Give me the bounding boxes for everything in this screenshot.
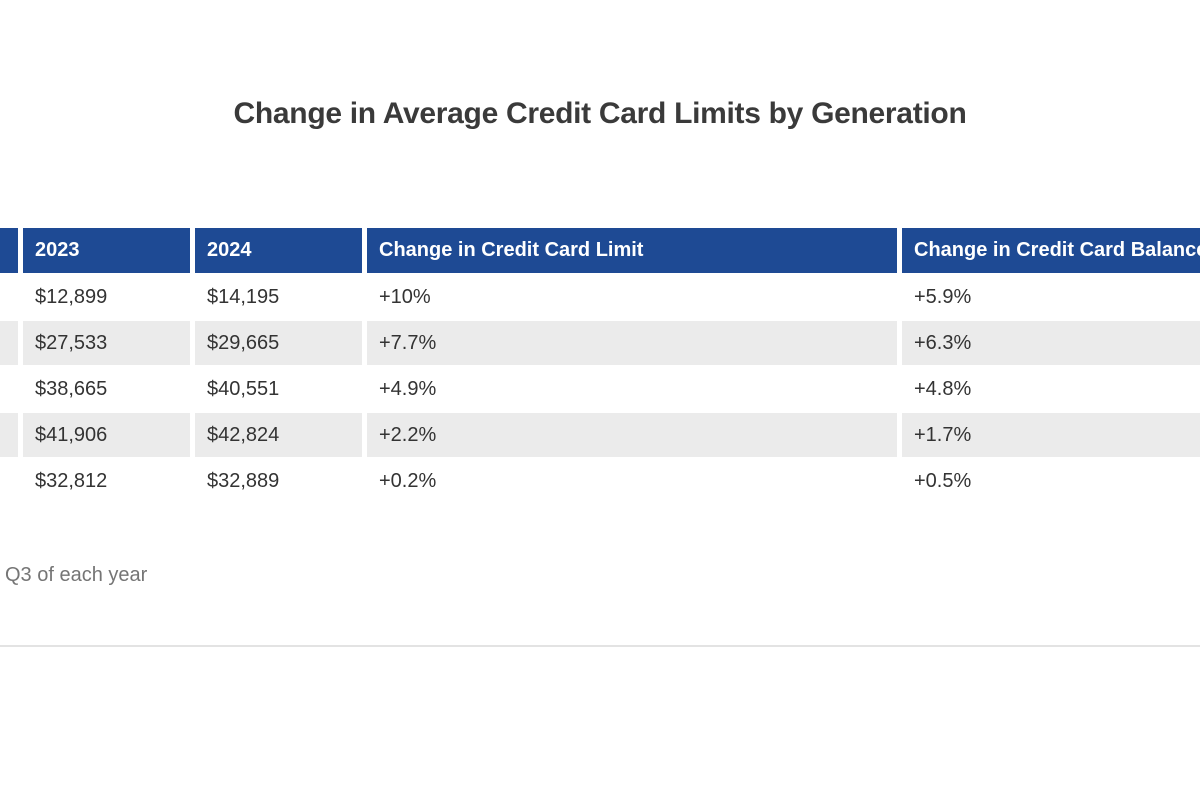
cell-balance-change: +1.7% <box>902 413 1200 457</box>
credit-card-table: 2023 2024 Change in Credit Card Limit Ch… <box>0 228 1200 503</box>
cell-generation <box>0 275 18 319</box>
cell-2024: $42,824 <box>195 413 362 457</box>
table-grid: 2023 2024 Change in Credit Card Limit Ch… <box>0 228 1200 503</box>
cell-2023: $41,906 <box>23 413 190 457</box>
cell-limit-change: +4.9% <box>367 367 897 411</box>
cell-2023: $12,899 <box>23 275 190 319</box>
cell-balance-change: +4.8% <box>902 367 1200 411</box>
cell-2023: $32,812 <box>23 459 190 503</box>
bottom-divider <box>0 645 1200 647</box>
cell-2023: $27,533 <box>23 321 190 365</box>
cell-limit-change: +0.2% <box>367 459 897 503</box>
cell-2024: $14,195 <box>195 275 362 319</box>
cell-2024: $32,889 <box>195 459 362 503</box>
header-cell-generation <box>0 228 18 273</box>
cell-limit-change: +2.2% <box>367 413 897 457</box>
header-cell-2024: 2024 <box>195 228 362 273</box>
header-cell-2023: 2023 <box>23 228 190 273</box>
page-title: Change in Average Credit Card Limits by … <box>233 97 967 130</box>
cell-generation <box>0 413 18 457</box>
cell-balance-change: +0.5% <box>902 459 1200 503</box>
cell-limit-change: +7.7% <box>367 321 897 365</box>
cell-2024: $40,551 <box>195 367 362 411</box>
cell-generation <box>0 321 18 365</box>
header-cell-limit-change: Change in Credit Card Limit <box>367 228 897 273</box>
cell-2023: $38,665 <box>23 367 190 411</box>
cell-generation <box>0 459 18 503</box>
cell-generation <box>0 367 18 411</box>
cell-balance-change: +5.9% <box>902 275 1200 319</box>
table-footnote: Q3 of each year <box>5 564 148 586</box>
cell-2024: $29,665 <box>195 321 362 365</box>
header-cell-balance-change: Change in Credit Card Balance <box>902 228 1200 273</box>
cell-limit-change: +10% <box>367 275 897 319</box>
cell-balance-change: +6.3% <box>902 321 1200 365</box>
